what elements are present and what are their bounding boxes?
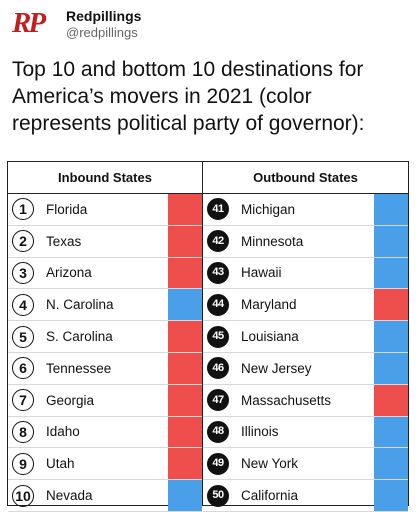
rank-badge: 44 [207,293,229,316]
inbound-row: 5 S. Carolina [8,321,202,353]
state-name: Tennessee [46,360,112,376]
state-name: S. Carolina [46,329,113,345]
party-color-swatch [374,480,408,511]
state-name: Texas [46,233,82,249]
state-name: Arizona [46,265,92,281]
outbound-row: 44 Maryland [203,289,408,322]
party-color-swatch [168,321,202,352]
inbound-row: 4 N. Carolina [8,289,202,322]
outbound-row: 42 Minnesota [203,225,408,258]
state-name: Maryland [241,297,297,313]
party-color-swatch [168,384,202,416]
inbound-row: 8 Idaho [8,416,202,449]
rank-badge: 48 [207,420,229,443]
tweet-header: RP Redpillings @redpillings [12,6,141,41]
rank-badge: 46 [207,357,229,380]
state-name: New Jersey [241,360,312,376]
rank-badge: 8 [12,420,34,443]
outbound-row: 43 Hawaii [203,257,408,290]
inbound-row: 9 Utah [8,448,202,481]
party-color-swatch [168,225,202,257]
rank-badge: 1 [12,198,34,221]
state-name: Florida [46,201,88,217]
rank-badge: 4 [12,293,34,316]
party-color-swatch [168,289,202,321]
inbound-table: Inbound States 1 Florida 2 Texas 3 Arizona 4 N.… [7,161,203,512]
party-color-swatch [374,416,408,448]
party-color-swatch [168,416,202,448]
inbound-row: 10 Nevada [8,480,202,512]
party-color-swatch [168,448,202,480]
rank-badge: 7 [12,389,34,412]
state-name: Louisiana [241,329,299,345]
rank-badge: 3 [12,261,34,284]
state-name: Massachusetts [241,392,332,408]
party-color-swatch [374,352,408,384]
party-color-swatch [168,194,202,225]
rank-badge: 45 [207,325,229,348]
outbound-row: 48 Illinois [203,416,408,449]
rank-badge: 41 [207,198,229,221]
party-color-swatch [374,289,408,321]
rank-badge: 49 [207,452,229,475]
party-color-swatch [374,321,408,352]
rank-badge: 2 [12,230,34,253]
rank-badge: 47 [207,389,229,412]
state-name: Illinois [241,424,279,440]
state-name: N. Carolina [46,297,114,313]
rank-badge: 43 [207,261,229,284]
party-color-swatch [374,194,408,225]
state-name: Georgia [46,392,95,408]
outbound-row: 49 New York [203,448,408,481]
author-info: Redpillings @redpillings [66,8,141,41]
inbound-row: 7 Georgia [8,384,202,417]
rank-badge: 42 [207,230,229,253]
state-name: New York [241,456,299,472]
party-color-swatch [168,352,202,384]
party-color-swatch [374,257,408,289]
outbound-row: 41 Michigan [203,194,408,226]
outbound-table: Outbound States 41 Michigan 42 Minnesota 43 H… [202,161,409,512]
inbound-row: 2 Texas [8,225,202,258]
outbound-row: 46 New Jersey [203,352,408,385]
outbound-row: 47 Massachusetts [203,384,408,417]
party-color-swatch [168,257,202,289]
rank-badge: 5 [12,325,34,348]
party-color-swatch [374,448,408,480]
inbound-table-title: Inbound States [8,162,202,194]
inbound-row: 1 Florida [8,194,202,226]
state-name: Utah [46,456,75,472]
party-color-swatch [374,225,408,257]
inbound-row: 3 Arizona [8,257,202,290]
rank-badge: 6 [12,357,34,380]
state-name: California [241,488,299,504]
state-name: Minnesota [241,233,304,249]
party-color-swatch [168,480,202,511]
outbound-row: 45 Louisiana [203,321,408,353]
party-color-swatch [374,384,408,416]
rank-badge: 10 [12,484,34,507]
state-name: Nevada [46,488,93,504]
tweet-text: Top 10 and bottom 10 destinations for Am… [12,58,365,135]
rank-badge: 50 [207,484,229,507]
state-name: Idaho [46,424,80,440]
avatar[interactable]: RP [12,7,46,39]
outbound-row: 50 California [203,480,408,512]
author-handle[interactable]: @redpillings [66,25,138,40]
inbound-row: 6 Tennessee [8,352,202,385]
state-name: Michigan [241,201,296,217]
state-name: Hawaii [241,265,282,281]
author-name[interactable]: Redpillings [66,8,142,24]
rank-badge: 9 [12,452,34,475]
outbound-table-title: Outbound States [203,162,408,194]
